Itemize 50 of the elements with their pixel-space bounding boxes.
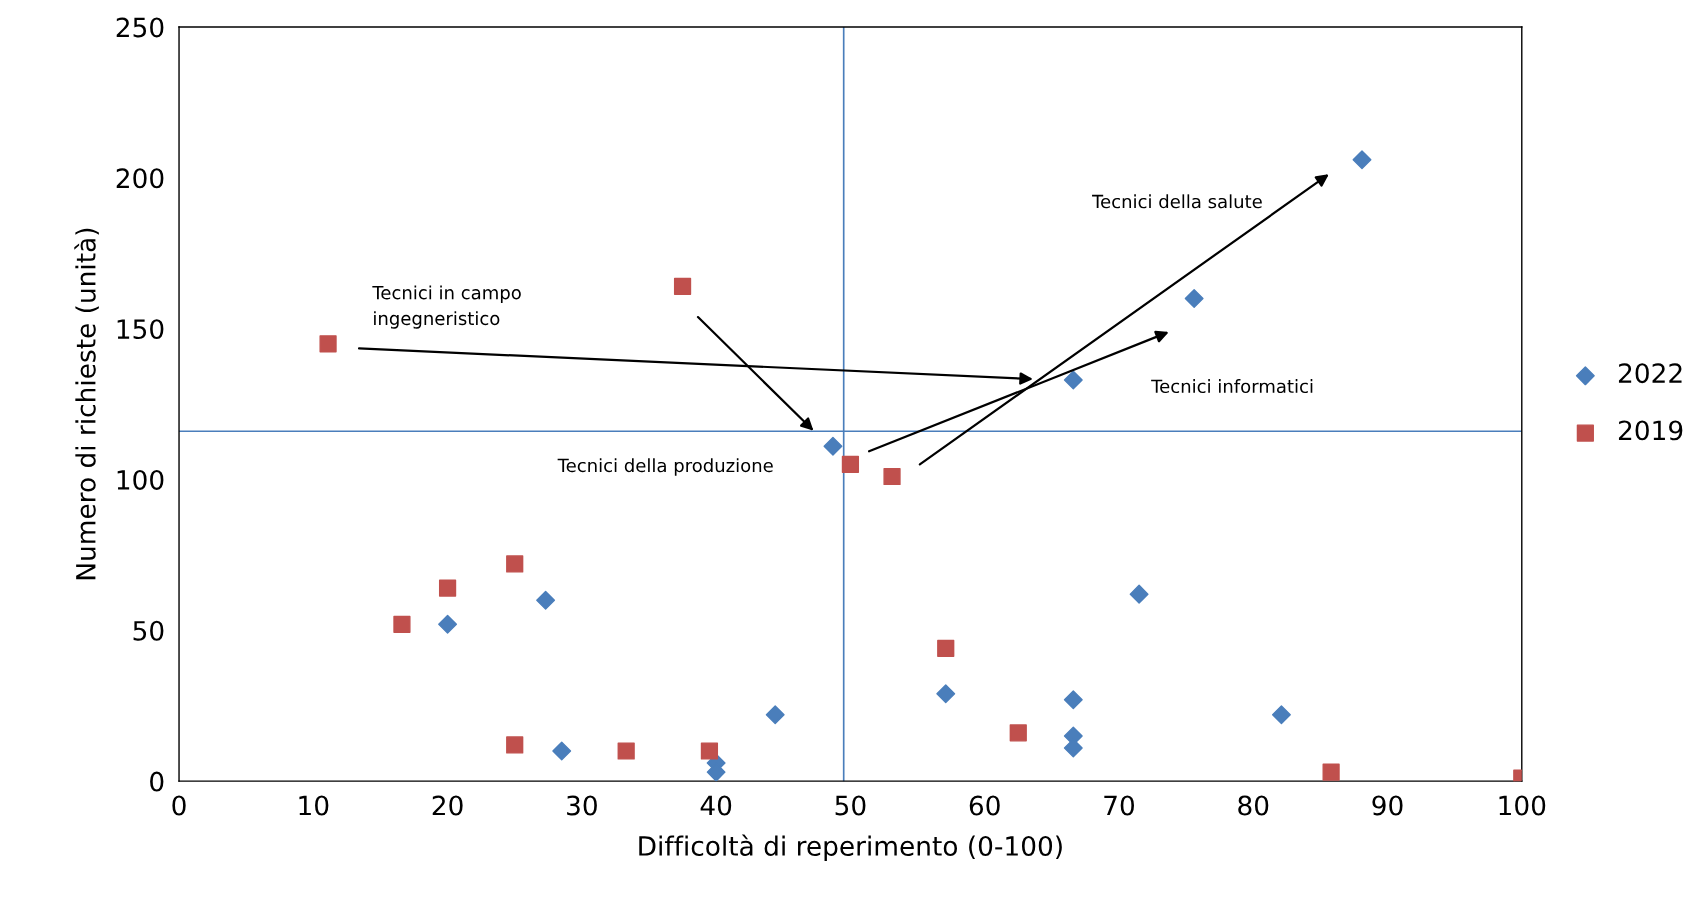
- x-tick-label: 70: [1104, 795, 1134, 816]
- point: [765, 705, 785, 725]
- x-tick-label: 30: [567, 795, 597, 816]
- y-tick-label: 100: [117, 469, 164, 490]
- point: [1063, 370, 1083, 390]
- y-tick-label: 250: [116, 17, 164, 38]
- point: [841, 455, 860, 474]
- legend-label: 2022: [1618, 363, 1682, 384]
- point: [552, 741, 572, 761]
- x-tick-label: 0: [172, 795, 186, 816]
- point: [700, 742, 719, 760]
- point: [883, 467, 901, 486]
- annotation: Tecnici della salute: [1092, 194, 1262, 209]
- annotation: Tecnici in campo ingegneristico: [372, 285, 521, 329]
- point: [506, 555, 524, 573]
- y-tick-label: 50: [133, 620, 164, 641]
- point: [937, 639, 955, 658]
- point: [438, 614, 458, 634]
- point: [1009, 724, 1027, 742]
- point: [1184, 289, 1204, 308]
- y-tick-label: 200: [116, 168, 164, 189]
- point: [536, 590, 556, 610]
- x-tick-label: 40: [700, 795, 732, 816]
- point: [438, 579, 457, 597]
- point: [319, 335, 337, 353]
- y-tick-label: 150: [117, 319, 164, 340]
- legend-label: 2019: [1618, 420, 1683, 441]
- point: [1352, 150, 1372, 170]
- point: [1129, 584, 1149, 604]
- x-tick-label: 90: [1372, 795, 1403, 816]
- point: [393, 615, 411, 633]
- point: [506, 736, 524, 754]
- x-tick-label: 60: [969, 795, 1000, 816]
- point: [617, 742, 635, 760]
- y-tick-label: 0: [150, 771, 164, 792]
- annotation: Tecnici informatici: [1151, 379, 1313, 394]
- point: [673, 277, 692, 296]
- point: [936, 684, 956, 704]
- x-tick-label: 80: [1238, 795, 1269, 816]
- point: [1271, 705, 1291, 725]
- point: [1322, 763, 1340, 781]
- point: [823, 436, 843, 456]
- x-tick-label: 100: [1499, 795, 1546, 816]
- x-axis-title: Difficoltà di reperimento (0-100): [639, 834, 1062, 862]
- x-tick-label: 10: [299, 795, 329, 816]
- annotation: Tecnici della produzione: [557, 458, 773, 476]
- point: [1063, 690, 1083, 710]
- y-axis-title: Numero di richieste (unità): [74, 228, 99, 580]
- x-tick-label: 50: [835, 795, 866, 816]
- x-tick-label: 20: [432, 795, 463, 816]
